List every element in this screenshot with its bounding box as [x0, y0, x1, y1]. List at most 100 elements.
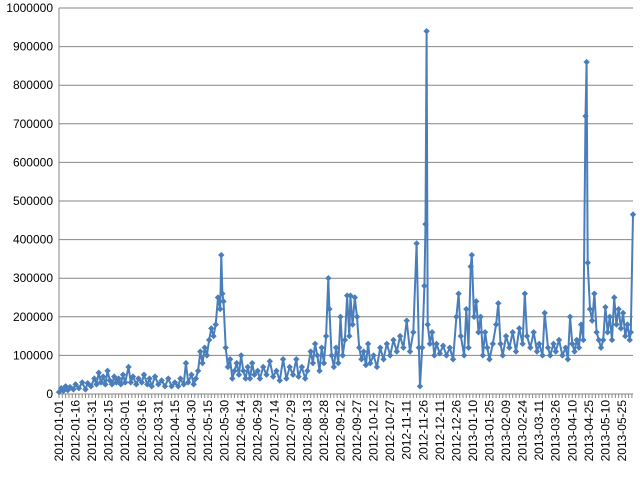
data-point [218, 251, 225, 259]
data-point [161, 383, 169, 390]
data-point [349, 321, 356, 328]
x-tick-label: 2012-04-15 [168, 400, 182, 462]
data-point [165, 375, 172, 382]
y-tick-label: 700000 [13, 117, 53, 131]
data-point [467, 263, 474, 270]
data-point [320, 359, 328, 367]
data-point [220, 298, 227, 305]
y-tick-label: 300000 [13, 271, 53, 285]
data-point [571, 348, 578, 355]
y-tick-label: 600000 [13, 155, 53, 169]
x-tick-label: 2012-09-27 [350, 400, 364, 462]
data-point [127, 379, 134, 386]
y-tick-label: 800000 [13, 78, 53, 92]
data-point [151, 373, 159, 380]
data-point [629, 211, 637, 218]
data-point [555, 336, 563, 344]
data-point [298, 363, 306, 371]
data-point [443, 352, 450, 359]
data-point [406, 348, 414, 355]
data-point [190, 381, 197, 388]
data-point [326, 305, 333, 313]
data-point [497, 340, 504, 348]
data-point [119, 371, 127, 378]
data-point [66, 383, 74, 391]
data-point [400, 344, 407, 351]
data-point [231, 367, 238, 375]
data-point [431, 352, 438, 359]
x-tick-label: 2012-10-27 [383, 400, 397, 462]
x-tick-label: 2013-05-10 [598, 400, 612, 462]
data-point [330, 363, 338, 371]
data-point [564, 356, 572, 363]
data-point [426, 340, 434, 348]
data-point [242, 375, 249, 382]
x-tick-label: 2013-04-10 [565, 400, 579, 462]
data-point [449, 356, 457, 363]
data-point [341, 336, 349, 344]
data-point [492, 321, 500, 328]
data-point [293, 356, 300, 363]
data-point [212, 321, 219, 328]
data-point [301, 375, 309, 382]
data-point [390, 336, 397, 344]
data-point [535, 340, 543, 348]
data-point [477, 313, 484, 320]
data-point [436, 350, 444, 357]
data-point [351, 294, 359, 301]
data-point [550, 340, 557, 348]
data-point [622, 332, 629, 340]
data-point [410, 329, 417, 336]
x-tick-label: 2012-03-31 [151, 400, 165, 462]
data-point [171, 379, 179, 386]
data-point [460, 352, 468, 359]
data-point [577, 321, 585, 328]
data-point [273, 367, 280, 375]
data-point [78, 379, 86, 386]
x-tick-label: 2012-08-28 [317, 400, 331, 462]
x-tick-label: 2013-03-11 [532, 400, 546, 461]
data-point [219, 290, 226, 297]
data-point [322, 332, 330, 340]
data-point [606, 313, 614, 320]
data-point [332, 344, 340, 351]
data-point [393, 348, 400, 355]
data-point [125, 363, 132, 371]
data-point [544, 344, 552, 351]
data-point [226, 356, 234, 363]
data-point [626, 336, 633, 344]
data-point [465, 344, 472, 351]
data-point [593, 329, 600, 336]
data-point [235, 371, 243, 378]
data-point [246, 375, 254, 382]
data-point [353, 313, 361, 320]
x-tick-label: 2012-12-26 [449, 400, 463, 462]
data-point [453, 313, 460, 320]
x-tick-label: 2013-03-26 [549, 400, 563, 462]
data-point [346, 332, 353, 340]
y-tick-label: 400000 [13, 233, 53, 247]
x-tick-label: 2012-06-29 [251, 400, 265, 462]
data-point [325, 275, 332, 282]
data-point [569, 340, 576, 348]
data-point [140, 371, 148, 378]
x-tick-label: 2012-07-14 [267, 400, 281, 462]
data-point [470, 313, 478, 320]
data-point [521, 290, 529, 297]
data-point [573, 336, 580, 344]
y-tick-label: 900000 [13, 40, 53, 54]
data-point [424, 321, 431, 328]
data-point [335, 359, 342, 367]
data-point [343, 292, 351, 299]
data-point [617, 325, 625, 332]
data-point [75, 385, 83, 392]
data-point [619, 309, 627, 317]
data-point [597, 344, 605, 351]
data-point [604, 329, 611, 336]
data-point [102, 381, 109, 388]
data-point [307, 348, 314, 355]
data-point [523, 332, 531, 340]
series-group [55, 27, 637, 396]
data-point [473, 298, 480, 305]
data-point [530, 329, 537, 336]
